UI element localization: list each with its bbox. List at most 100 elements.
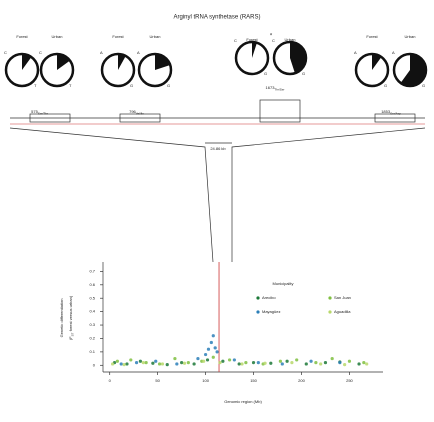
chart-title: Arginyl tRNA synthetase (RARS) [173, 15, 260, 21]
point [227, 358, 232, 362]
point [343, 363, 347, 367]
point [290, 361, 294, 365]
point [330, 356, 334, 361]
y-label-suffix: forest versus urban) [68, 295, 73, 332]
point [206, 347, 211, 351]
y-label-sub: ST [70, 332, 74, 336]
y-tick-label: 0.3 [89, 322, 95, 327]
snp-change: Val/Ile [136, 111, 144, 115]
point [122, 363, 126, 367]
y-label-prefix: (F [68, 336, 73, 340]
pie-slice [155, 54, 171, 70]
point [204, 352, 208, 357]
point [269, 361, 273, 365]
allele-label: G [302, 71, 305, 76]
legend-label: Mayagüez [262, 309, 280, 314]
point [182, 361, 187, 365]
point [323, 361, 328, 365]
x-tick-label: 150 [250, 378, 257, 383]
point [129, 358, 133, 362]
point [134, 361, 139, 365]
point [213, 346, 217, 350]
snp-change: Ser/Thr [38, 111, 48, 115]
allele-label: A [100, 50, 103, 55]
point [278, 359, 282, 363]
pie-slice [57, 54, 70, 70]
snp-position: 575 [31, 109, 38, 114]
allele-label: G [130, 83, 133, 88]
exon [259, 99, 301, 123]
point [295, 358, 299, 362]
point [314, 361, 318, 365]
allele-label: A [137, 50, 140, 55]
snp-label: 1853Ser/Asp [381, 109, 401, 115]
point [221, 359, 225, 363]
x-tick-label: 200 [298, 378, 305, 383]
snp-label: 1673Thr/Ser [266, 85, 285, 91]
point [186, 361, 190, 365]
allele-label: C [272, 38, 275, 43]
point [196, 356, 200, 361]
point [154, 359, 158, 363]
population-label: Urban [150, 34, 161, 39]
point [192, 362, 196, 366]
legend-swatch [256, 296, 260, 300]
point [211, 355, 215, 359]
allele-label: C [4, 50, 7, 55]
pie-slice [372, 54, 382, 70]
pie-slice [252, 42, 257, 58]
x-axis-label: Genomic region (Mb) [224, 399, 262, 404]
legend-swatch [328, 310, 332, 314]
zoom-line [231, 127, 426, 262]
point [285, 359, 289, 363]
allele-label: G [384, 83, 387, 88]
point [240, 362, 244, 366]
point [362, 361, 366, 365]
snp-position: 1673 [266, 85, 276, 90]
x-tick-label: 0 [109, 378, 112, 383]
pie-slice [290, 42, 306, 74]
y-tick-label: 0.6 [89, 282, 95, 287]
point [256, 361, 260, 365]
population-label: Urban [285, 37, 296, 42]
point [202, 359, 206, 363]
point [205, 358, 210, 362]
point [211, 334, 215, 338]
point [138, 359, 142, 363]
x-tick-label: 250 [346, 378, 353, 383]
snp-label: 796Val/Ile [129, 109, 144, 115]
point [110, 362, 115, 366]
scale-label: 24.86 kb [210, 146, 226, 151]
allele-label: T [34, 83, 37, 88]
y-tick-label: 0 [93, 362, 96, 367]
point [347, 359, 352, 363]
allele-label: C [234, 38, 237, 43]
pie-slice [22, 54, 32, 70]
point [218, 361, 222, 365]
allele-label: T [69, 83, 72, 88]
legend-swatch [256, 310, 260, 314]
point [115, 359, 119, 363]
y-tick-label: 0.5 [89, 295, 95, 300]
allele-label: C [39, 50, 42, 55]
allele-label: A [354, 50, 357, 55]
point [144, 361, 148, 365]
exon [374, 113, 416, 123]
y-tick-label: 0.4 [89, 309, 95, 314]
x-tick-label: 100 [202, 378, 209, 383]
pie-slice [118, 54, 126, 70]
point [173, 356, 177, 361]
y-tick-label: 0.7 [89, 268, 95, 273]
snp-position: 1853 [381, 109, 391, 114]
point [244, 361, 248, 365]
y-axis-label-2: (FST forest versus urban) [68, 295, 74, 340]
population-label: Forest [112, 34, 124, 39]
point [309, 359, 313, 363]
point [209, 340, 213, 345]
point [237, 362, 241, 366]
y-tick-label: 0.2 [89, 336, 95, 341]
point [165, 363, 169, 367]
population-label: Forest [16, 34, 28, 39]
